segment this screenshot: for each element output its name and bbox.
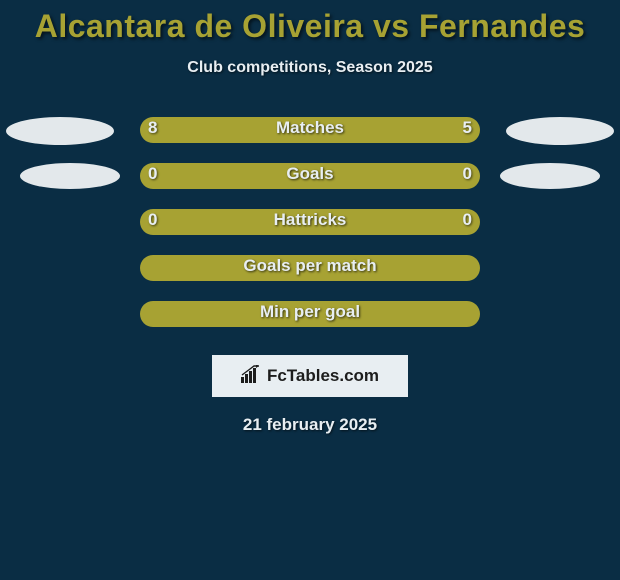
page-title: Alcantara de Oliveira vs Fernandes <box>0 0 620 45</box>
brand-badge: FcTables.com <box>212 355 408 397</box>
right-value: 0 <box>463 164 472 184</box>
left-value: 8 <box>148 118 157 138</box>
brand-text: FcTables.com <box>267 366 379 386</box>
date-label: 21 february 2025 <box>0 415 620 435</box>
left-value: 0 <box>148 164 157 184</box>
right-value: 0 <box>463 210 472 230</box>
left-ellipse <box>6 117 114 145</box>
comparison-infographic: Alcantara de Oliveira vs Fernandes Club … <box>0 0 620 580</box>
stat-row-goals: 0 Goals 0 <box>0 163 620 209</box>
right-value: 5 <box>463 118 472 138</box>
stats-rows: 8 Matches 5 0 Goals 0 0 Hattricks 0 Goal… <box>0 117 620 347</box>
stat-bar <box>140 255 480 281</box>
left-value: 0 <box>148 210 157 230</box>
stat-bar <box>140 117 480 143</box>
right-ellipse <box>506 117 614 145</box>
stat-row-matches: 8 Matches 5 <box>0 117 620 163</box>
left-ellipse <box>20 163 120 189</box>
stat-bar <box>140 163 480 189</box>
stat-bar <box>140 209 480 235</box>
stat-row-hattricks: 0 Hattricks 0 <box>0 209 620 255</box>
right-ellipse <box>500 163 600 189</box>
chart-icon <box>241 365 261 388</box>
subtitle: Club competitions, Season 2025 <box>0 59 620 77</box>
stat-row-gpm: Goals per match <box>0 255 620 301</box>
stat-row-mpg: Min per goal <box>0 301 620 347</box>
stat-bar <box>140 301 480 327</box>
